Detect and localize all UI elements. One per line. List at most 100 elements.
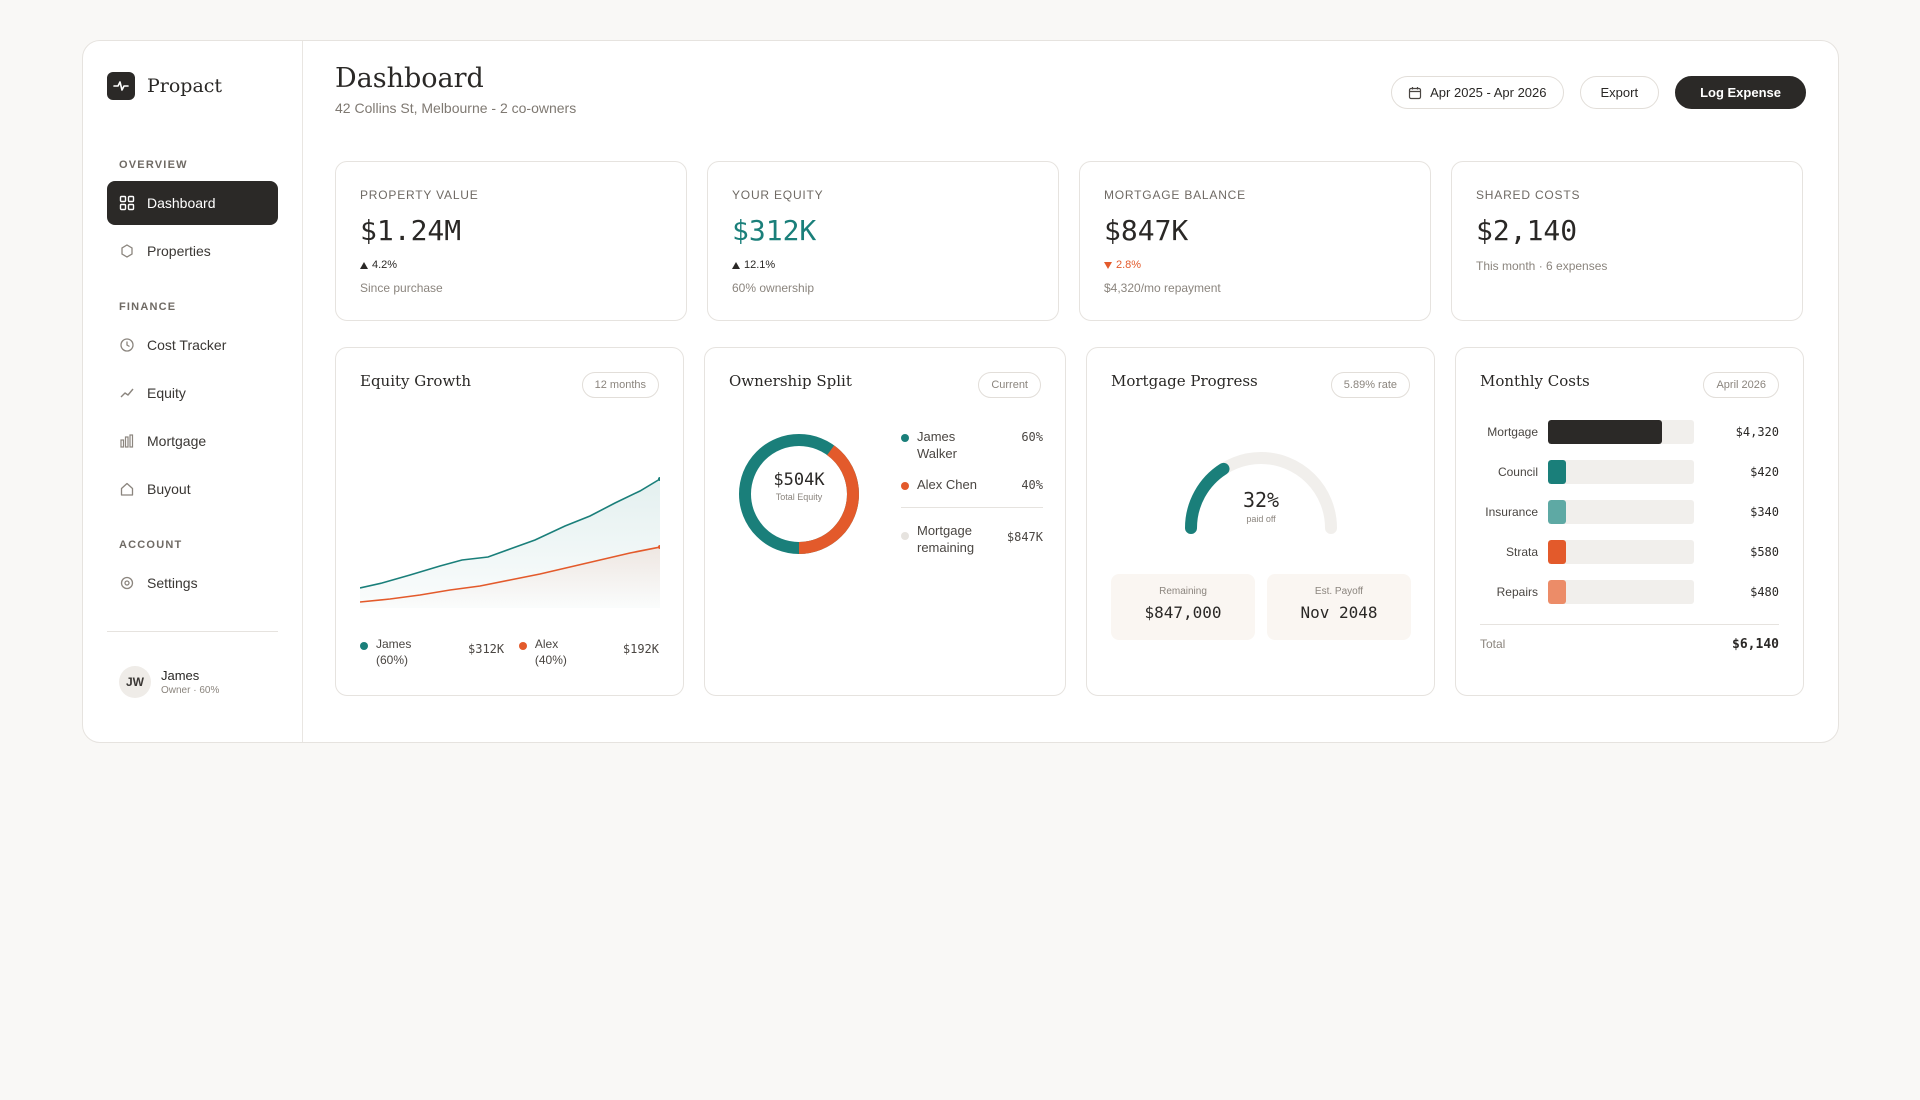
- kpi-change: 2.8%: [1104, 259, 1406, 271]
- cost-label: Repairs: [1496, 585, 1538, 599]
- kpi-your-equity: YOUR EQUITY $312K 12.1% 60% ownership: [707, 161, 1059, 321]
- alex-end-point: [658, 545, 660, 549]
- payoff-box: Est. Payoff Nov 2048: [1267, 574, 1411, 640]
- page-header: Dashboard 42 Collins St, Melbourne - 2 c…: [335, 63, 1806, 123]
- cost-bar: [1548, 580, 1566, 604]
- brand[interactable]: Propact: [107, 71, 278, 101]
- mortgage-label: Mortgage remaining: [917, 523, 975, 555]
- teal-dot-icon: [901, 434, 909, 442]
- cost-label: Mortgage: [1487, 425, 1538, 439]
- hexagon-icon: [121, 244, 133, 258]
- card-title: Monthly Costs: [1480, 372, 1590, 390]
- home-icon: [120, 482, 134, 496]
- equity-growth-chart: [360, 477, 660, 608]
- cost-bar: [1548, 460, 1566, 484]
- owner-share: 40%: [1021, 478, 1043, 492]
- arrow-up-icon: [360, 261, 368, 269]
- cost-bar-track: [1548, 580, 1694, 604]
- page-subtitle: 42 Collins St, Melbourne - 2 co-owners: [335, 100, 577, 116]
- sidebar-item-label: Settings: [147, 575, 198, 591]
- sidebar-item-buyout[interactable]: Buyout: [107, 467, 278, 511]
- kpi-label: YOUR EQUITY: [732, 188, 824, 202]
- teal-dot-icon: [360, 642, 368, 650]
- avatar: JW: [119, 666, 151, 698]
- mortgage-gauge: [1185, 452, 1337, 534]
- export-button[interactable]: Export: [1579, 76, 1660, 109]
- mortgage-remaining-row: Mortgage remaining $847K: [901, 522, 1043, 556]
- ownership-split-card: Ownership Split Current $504K Total Equi…: [704, 347, 1066, 696]
- user-name: James: [161, 668, 200, 683]
- kpi-row: PROPERTY VALUE $1.24M 4.2% Since purchas…: [335, 161, 1803, 321]
- total-value: $6,140: [1732, 637, 1779, 652]
- remaining-value: $847,000: [1144, 603, 1222, 622]
- cost-bar-track: [1548, 500, 1694, 524]
- cost-bar-track: [1548, 460, 1694, 484]
- cost-label: Insurance: [1485, 505, 1538, 519]
- ownership-donut: [739, 434, 859, 554]
- james-end-point: [658, 477, 660, 481]
- remaining-label: Remaining: [1159, 586, 1207, 597]
- kpi-sub: This month · 6 expenses: [1476, 259, 1608, 273]
- date-range-label: Apr 2025 - Apr 2026: [1430, 85, 1547, 100]
- kpi-change-value: 4.2%: [372, 259, 398, 271]
- legend-james: James (60%) $312K: [360, 636, 504, 668]
- section-account: ACCOUNT: [119, 539, 183, 551]
- cost-row: Mortgage $4,320: [1480, 420, 1779, 444]
- james-line: [360, 478, 660, 589]
- equity-growth-card: Equity Growth 12 months: [335, 347, 684, 696]
- kpi-value: $847K: [1104, 214, 1189, 247]
- period-pill[interactable]: 12 months: [581, 372, 659, 398]
- sidebar-item-mortgage[interactable]: Mortgage: [107, 419, 278, 463]
- cost-row: Council $420: [1480, 460, 1779, 484]
- remaining-box: Remaining $847,000: [1111, 574, 1255, 640]
- cost-bar: [1548, 420, 1662, 444]
- sidebar-item-label: Properties: [147, 243, 211, 259]
- owner-row-alex: Alex Chen 40%: [901, 476, 1043, 493]
- dashboard-icon: [119, 195, 135, 211]
- gauge-percent: 32%: [1242, 488, 1280, 512]
- date-range-button[interactable]: Apr 2025 - Apr 2026: [1391, 76, 1564, 109]
- owner-share: 60%: [1021, 430, 1043, 444]
- cost-value: $480: [1750, 585, 1779, 599]
- sidebar-item-settings[interactable]: Settings: [107, 561, 278, 605]
- cost-row: Strata $580: [1480, 540, 1779, 564]
- sidebar-item-cost-tracker[interactable]: Cost Tracker: [107, 323, 278, 367]
- kpi-change: 4.2%: [360, 259, 662, 271]
- legend-name: Alex (40%): [534, 637, 567, 667]
- owner-row-james: James Walker 60%: [901, 428, 1043, 462]
- cost-bar: [1548, 500, 1566, 524]
- sidebar-item-dashboard[interactable]: Dashboard: [107, 181, 278, 225]
- total-label: Total: [1480, 637, 1506, 651]
- section-overview: OVERVIEW: [119, 159, 188, 171]
- kpi-change: 12.1%: [732, 259, 1034, 271]
- cost-value: $340: [1750, 505, 1779, 519]
- legend-value: $192K: [622, 642, 659, 656]
- arrow-up-icon: [732, 261, 740, 269]
- sidebar-item-properties[interactable]: Properties: [107, 229, 278, 273]
- month-pill[interactable]: April 2026: [1703, 372, 1779, 398]
- cost-bar-track: [1548, 540, 1694, 564]
- cost-row: Repairs $480: [1480, 580, 1779, 604]
- kpi-label: SHARED COSTS: [1476, 188, 1581, 202]
- clock-icon: [120, 338, 134, 352]
- card-title: Equity Growth: [360, 372, 471, 390]
- status-pill[interactable]: Current: [978, 372, 1041, 398]
- payoff-value: Nov 2048: [1300, 603, 1378, 622]
- user-profile[interactable]: JW James Owner · 60%: [119, 666, 219, 698]
- gauge-fill: [1185, 452, 1337, 534]
- owner-name: James Walker: [917, 429, 957, 461]
- kpi-property-value: PROPERTY VALUE $1.24M 4.2% Since purchas…: [335, 161, 687, 321]
- grey-dot-icon: [901, 532, 909, 540]
- kpi-sub: $4,320/mo repayment: [1104, 281, 1221, 295]
- legend-name: James (60%): [376, 637, 412, 667]
- sidebar-item-equity[interactable]: Equity: [107, 371, 278, 415]
- gauge-label: paid off: [1246, 514, 1276, 524]
- cost-total-row: Total $6,140: [1480, 624, 1779, 652]
- rate-pill[interactable]: 5.89% rate: [1330, 372, 1410, 398]
- log-expense-button[interactable]: Log Expense: [1675, 76, 1806, 109]
- cost-bar: [1548, 540, 1566, 564]
- cost-label: Strata: [1505, 545, 1538, 559]
- alex-line: [360, 546, 660, 603]
- kpi-value: $312K: [732, 214, 817, 247]
- donut-center: $504K Total Equity: [737, 470, 861, 502]
